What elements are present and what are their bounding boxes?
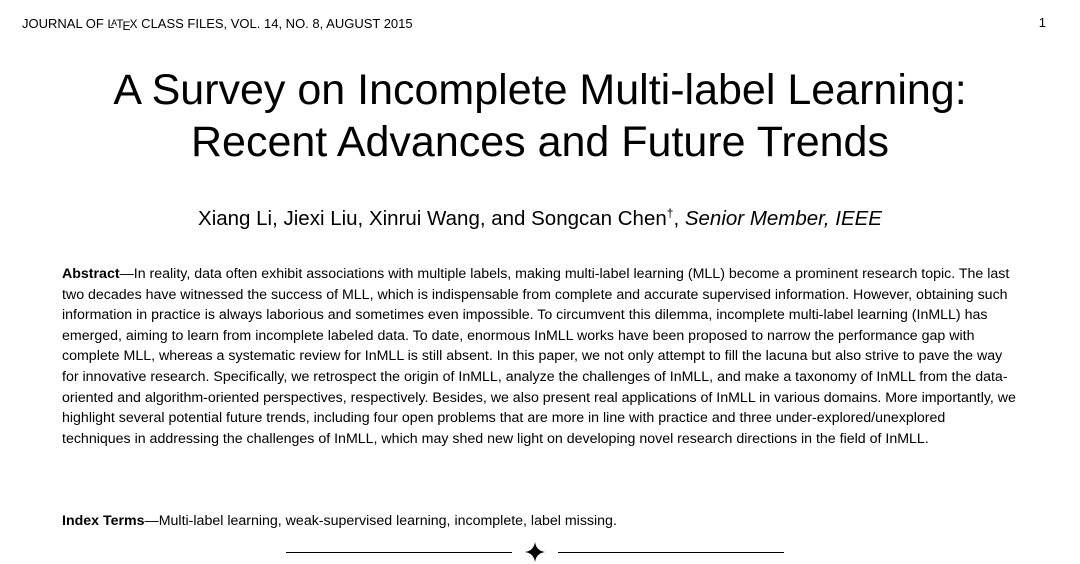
- latex-letter-l: L: [107, 17, 115, 31]
- latex-letter-a: A: [111, 18, 118, 28]
- journal-prefix: JOURNAL OF: [22, 16, 108, 31]
- abstract-text: In reality, data often exhibit associati…: [62, 266, 1016, 447]
- title-line-1: A Survey on Incomplete Multi-label Learn…: [113, 66, 967, 114]
- latex-letter-x: X: [129, 17, 138, 31]
- abstract: Abstract—In reality, data often exhibit …: [62, 264, 1017, 449]
- abstract-dash: —: [119, 266, 134, 282]
- title-line-2: Recent Advances and Future Trends: [191, 118, 889, 166]
- journal-name: JOURNAL OF LATEX CLASS FILES, VOL. 14, N…: [22, 14, 413, 35]
- page-number: 1: [1038, 15, 1046, 30]
- paper-title: A Survey on Incomplete Multi-label Learn…: [0, 64, 1080, 168]
- author-line: Xiang Li, Jiexi Liu, Xinrui Wang, and So…: [0, 199, 1080, 233]
- author-names: Xiang Li, Jiexi Liu, Xinrui Wang, and So…: [198, 207, 667, 230]
- index-terms-text: Multi-label learning, weak-supervised le…: [158, 513, 617, 529]
- diamond-icon: [525, 542, 545, 562]
- divider-rule-left: [286, 552, 512, 553]
- index-terms: Index Terms—Multi-label learning, weak-s…: [62, 511, 1017, 531]
- journal-suffix: CLASS FILES, VOL. 14, NO. 8, AUGUST 2015: [137, 16, 413, 31]
- latex-logo: LATEX: [107, 17, 138, 33]
- index-terms-label: Index Terms: [62, 513, 145, 529]
- author-membership: Senior Member, IEEE: [684, 207, 882, 230]
- latex-letter-e: E: [122, 19, 131, 33]
- dagger-mark: †: [666, 206, 674, 220]
- latex-letter-t: T: [116, 17, 124, 31]
- abstract-label: Abstract: [62, 266, 120, 282]
- index-terms-dash: —: [144, 513, 159, 529]
- author-separator: ,: [673, 207, 685, 230]
- divider-rule-right: [558, 552, 784, 553]
- section-divider: [0, 540, 1080, 564]
- running-header: JOURNAL OF LATEX CLASS FILES, VOL. 14, N…: [22, 14, 1046, 35]
